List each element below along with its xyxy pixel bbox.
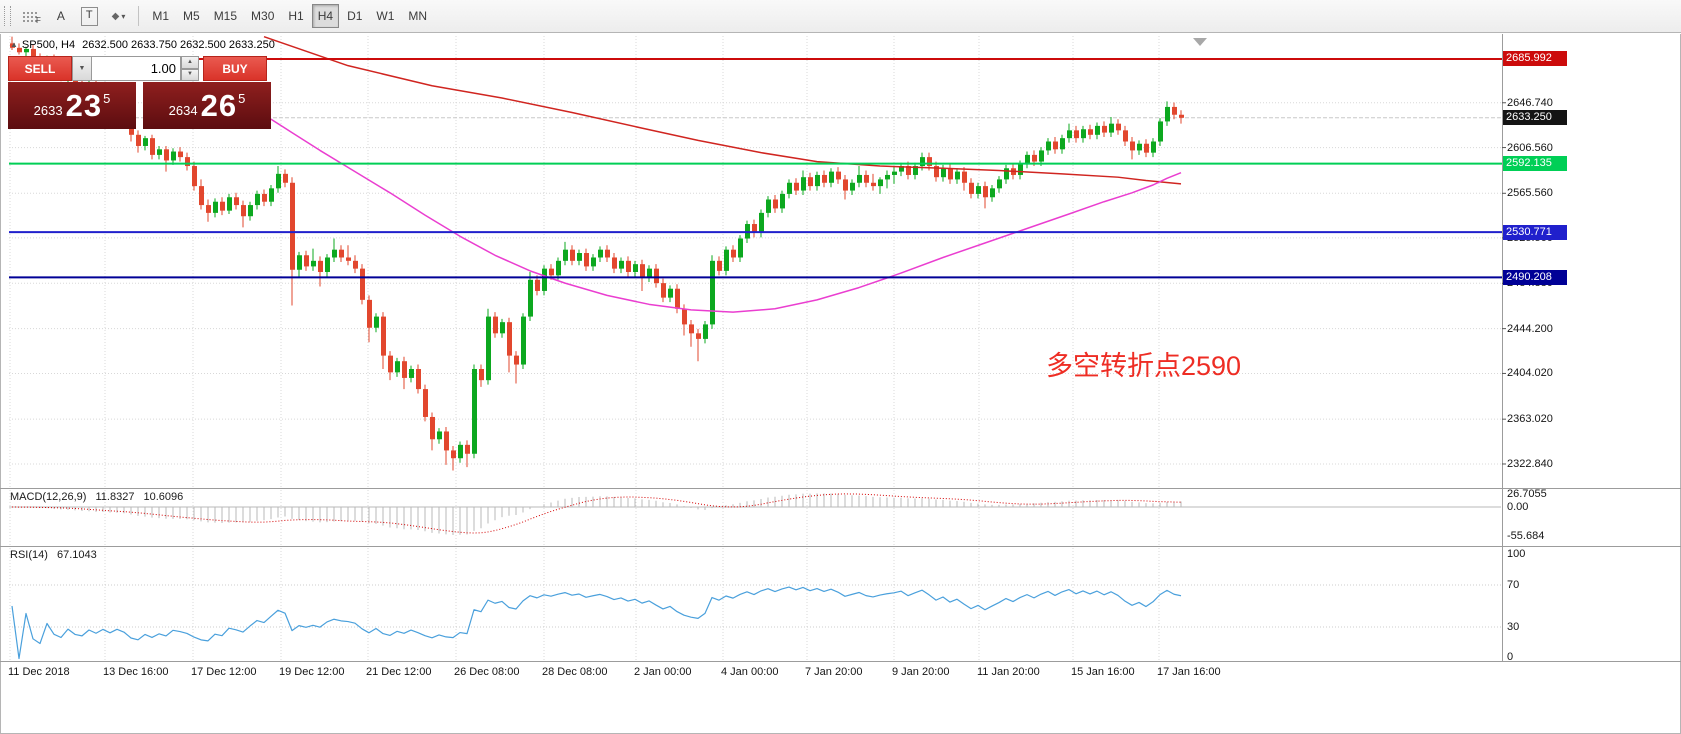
time-axis-label: 11 Jan 20:00 (977, 666, 1040, 678)
macd-header: MACD(12,26,9) 11.8327 10.6096 (10, 491, 183, 503)
tool-a-button[interactable]: A (49, 4, 73, 28)
bid-prefix: 2633 (33, 103, 63, 118)
volume-input[interactable] (92, 56, 181, 81)
price-badge: 2633.250 (1503, 110, 1567, 126)
toolbar-separator (138, 6, 140, 26)
timeframe-button-m5[interactable]: M5 (177, 4, 206, 28)
macd-indicator (9, 493, 1501, 536)
time-axis-label: 17 Dec 12:00 (191, 666, 257, 678)
moving-averages (263, 35, 1182, 313)
ask-prefix: 2634 (168, 103, 198, 118)
rsi-label: RSI(14) (10, 549, 48, 561)
price-axis-label: 2646.740 (1507, 96, 1553, 109)
timeframe-button-m1[interactable]: M1 (146, 4, 175, 28)
macd-value-2: 10.6096 (143, 491, 184, 503)
volume-dropdown-button[interactable]: ▼ (72, 56, 92, 81)
time-axis-label: 28 Dec 08:00 (542, 666, 608, 678)
text-tool-button[interactable]: T (75, 4, 104, 28)
timeframe-button-h1[interactable]: H1 (282, 4, 309, 28)
rsi-axis-label: 100 (1507, 548, 1526, 560)
chart-ohlc-header: ▲ SP500, H4 2632.500 2633.750 2632.500 263… (10, 39, 275, 51)
time-axis-label: 13 Dec 16:00 (103, 666, 169, 678)
symbol-period-label: SP500, H4 (21, 39, 76, 51)
rsi-axis-label: 30 (1507, 621, 1520, 633)
price-axis-label: 2363.020 (1507, 413, 1553, 426)
price-badge: 2530.771 (1503, 224, 1567, 240)
time-axis-label: 9 Jan 20:00 (892, 666, 950, 678)
price-axis-label: 2565.560 (1507, 187, 1553, 200)
price-badge: 2490.208 (1503, 269, 1567, 285)
chevron-down-icon: ▾ (121, 11, 126, 21)
time-axis-label: 19 Dec 12:00 (279, 666, 345, 678)
axis-ticks (1502, 102, 1506, 465)
volume-stepper: ▲ ▼ (181, 56, 199, 81)
ask-price[interactable]: 2634 26 5 (143, 82, 271, 129)
macd-axis-label: -55.684 (1507, 530, 1545, 542)
timeframe-button-m15[interactable]: M15 (208, 4, 243, 28)
ask-big-digits: 26 (200, 87, 238, 123)
time-axis-label: 26 Dec 08:00 (454, 666, 520, 678)
time-axis-label: 15 Jan 16:00 (1071, 666, 1135, 678)
price-axis-label: 2444.200 (1507, 322, 1553, 335)
grid (9, 36, 1501, 660)
one-click-trade-panel: SELL ▼ ▲ ▼ BUY 2633 23 5 2634 26 5 (8, 56, 271, 129)
rsi-value: 67.1043 (56, 549, 97, 561)
ma-magenta-line (263, 114, 1182, 313)
timeframe-button-mn[interactable]: MN (402, 4, 433, 28)
candlestick-series (10, 36, 1184, 471)
rsi-indicator (9, 584, 1501, 660)
buy-button[interactable]: BUY (203, 56, 267, 81)
ask-sup-digit: 5 (238, 91, 246, 106)
bid-big-digits: 23 (65, 87, 103, 123)
timeframe-button-h4[interactable]: H4 (311, 4, 340, 28)
time-axis-label: 2 Jan 00:00 (634, 666, 692, 678)
timeframe-button-m30[interactable]: M30 (245, 4, 280, 28)
ma-red-line (263, 35, 1182, 185)
timeframe-button-d1[interactable]: D1 (341, 4, 368, 28)
sell-button[interactable]: SELL (8, 56, 72, 81)
toolbar: F A T ◆ ▾ M1 M5 M15 M30 H1 H4 D1 W1 MN (0, 0, 1681, 33)
time-axis-label: 21 Dec 12:00 (366, 666, 432, 678)
time-axis-label: 11 Dec 2018 (8, 666, 70, 678)
volume-decrement-button[interactable]: ▼ (181, 68, 199, 81)
dots-grid-icon (22, 10, 38, 22)
timeframe-group: M1 M5 M15 M30 H1 H4 D1 W1 MN (145, 4, 434, 28)
rsi-header: RSI(14) 67.1043 (10, 549, 97, 561)
bid-sup-digit: 5 (103, 91, 111, 106)
toolbar-grip[interactable] (4, 6, 11, 26)
macd-axis-label: 26.7055 (1507, 488, 1547, 500)
grid-sub-label: F (36, 16, 41, 25)
time-axis-label: 7 Jan 20:00 (805, 666, 863, 678)
chart-shift-marker (1193, 38, 1207, 46)
volume-increment-button[interactable]: ▲ (181, 56, 199, 69)
chart-text-annotation: 多空转折点2590 (1046, 351, 1242, 381)
chart-frame (0, 33, 1681, 734)
symbols-grid-button[interactable]: F (16, 4, 47, 28)
rsi-axis-label: 0 (1507, 651, 1514, 663)
time-axis-label: 4 Jan 00:00 (721, 666, 779, 678)
time-axis-label: 17 Jan 16:00 (1157, 666, 1221, 678)
triangle-up-icon: ▲ (10, 40, 18, 49)
price-badge: 2685.992 (1503, 51, 1567, 67)
shapes-tool-button[interactable]: ◆ ▾ (106, 4, 132, 28)
timeframe-button-w1[interactable]: W1 (370, 4, 400, 28)
macd-label: MACD(12,26,9) (10, 491, 87, 503)
macd-value-1: 11.8327 (95, 491, 135, 503)
bid-price[interactable]: 2633 23 5 (8, 82, 136, 129)
macd-axis-label: 0.00 (1507, 501, 1529, 513)
shapes-icon: ◆ (111, 10, 120, 22)
text-tool-icon: T (80, 6, 98, 26)
ohlc-values: 2632.500 2633.750 2632.500 2633.250 (82, 39, 275, 51)
price-badge: 2592.135 (1503, 156, 1567, 172)
rsi-axis-label: 70 (1507, 579, 1520, 591)
price-axis-label: 2404.020 (1507, 367, 1553, 380)
price-axis-label: 2322.840 (1507, 457, 1553, 470)
price-axis-label: 2606.560 (1507, 141, 1553, 154)
